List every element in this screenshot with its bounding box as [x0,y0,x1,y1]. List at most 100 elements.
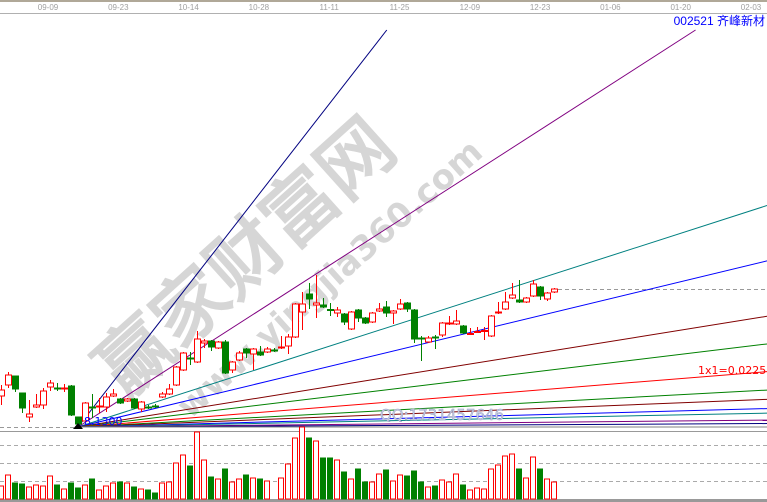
volume-bar [390,480,396,500]
stock-title: 002521 齐峰新材 [674,12,765,29]
candle-body [152,405,159,408]
candle [173,366,180,386]
candle [0,385,5,405]
candle-body [26,413,33,418]
volume-bar [425,486,431,500]
volume-bar [537,468,543,500]
candle [292,303,299,338]
volume-bar [397,474,403,500]
volume-bar [327,457,333,500]
volume-bar [159,482,165,500]
candle [544,292,551,301]
candle-body [348,311,355,330]
candle-body [243,348,250,354]
candle-body [439,322,446,336]
candle-body [68,385,75,416]
volume-bar [187,465,193,500]
candle [103,393,110,412]
candle-body [383,306,390,314]
candle [390,310,397,324]
volume-bar [54,484,60,500]
candle-body [313,302,320,306]
date-tick: 11-11 [320,3,340,12]
volume-bar [285,463,291,500]
candle [362,317,369,324]
volume-bar [404,475,410,500]
candle [222,340,229,374]
candle [250,348,257,370]
candle [215,341,222,349]
volume-bar [152,492,158,500]
candle [26,400,33,422]
volume-bar [341,471,347,500]
candle-body [222,341,229,374]
volume-bar [369,481,375,500]
candle [61,384,68,392]
date-tick: 12-23 [530,3,551,12]
gann-fan-line [77,315,767,428]
candle-body [397,303,404,310]
candle [236,351,243,361]
candle [404,302,411,312]
gann-fan-line [77,398,767,428]
candle-body [131,398,138,409]
candle-body [432,336,439,339]
gann-fan-line [77,423,767,428]
candle-body [285,336,292,347]
candle [89,394,96,418]
candle [5,372,12,388]
volume-bar [348,478,354,500]
candle-body [110,393,117,397]
volume-bar [264,480,270,500]
volume-bar [292,437,298,500]
date-tick: 01-06 [600,3,621,12]
candle [47,380,54,391]
candle [285,334,292,354]
candle-body [502,301,509,310]
candle-body [257,351,264,356]
date-tick: 02-03 [741,3,762,12]
candle [124,398,131,402]
candle [131,398,138,409]
candle-body [495,311,502,314]
candle [530,280,537,297]
candle-body [12,375,19,390]
volume-bar [502,455,508,500]
candle-body [425,337,432,343]
gann-fan-line [77,29,388,428]
candle [166,384,173,395]
candle-body [75,416,82,425]
volume-bar [173,462,179,500]
candle-body [173,366,180,386]
pivot-low-label: 8.1300 [84,415,123,428]
candle-body [551,288,558,293]
candle-body [229,361,236,371]
volume-bar [12,482,18,500]
candle [418,336,425,361]
candle [278,336,285,349]
candle [439,322,446,337]
candle [348,311,355,330]
volume-bar [418,481,424,500]
candle [453,310,460,325]
candle-body [61,387,68,390]
volume-bar [355,468,361,500]
candle-body [509,294,516,299]
candle-body [180,352,187,371]
candle [425,336,432,343]
candle-body [334,309,341,314]
candle-body [411,309,418,340]
volume-bar [229,481,235,500]
candle [33,394,40,408]
candle-body [306,293,313,300]
candle-body [341,313,348,323]
candle [341,313,348,325]
gann-fan-line [77,260,767,428]
candle [376,303,383,312]
candle-body [488,315,495,337]
candle-body [89,406,96,409]
candle [208,340,215,351]
candle-body [236,352,243,361]
candle [180,352,187,371]
volume-bar [446,481,452,500]
